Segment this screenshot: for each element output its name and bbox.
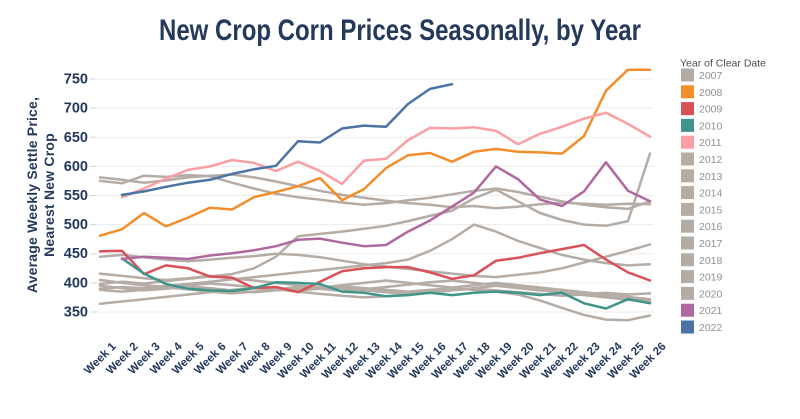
svg-text:550: 550 [64, 188, 88, 204]
svg-text:2012: 2012 [699, 154, 723, 166]
svg-text:2010: 2010 [699, 120, 723, 132]
svg-text:2020: 2020 [699, 288, 723, 300]
svg-text:650: 650 [64, 130, 88, 146]
svg-text:2014: 2014 [699, 188, 723, 200]
svg-text:2019: 2019 [699, 272, 723, 284]
svg-text:350: 350 [64, 305, 88, 321]
svg-text:2011: 2011 [699, 137, 722, 149]
svg-text:2013: 2013 [699, 171, 723, 183]
svg-text:400: 400 [64, 275, 88, 291]
svg-text:2015: 2015 [699, 204, 723, 216]
svg-text:2022: 2022 [699, 322, 723, 334]
svg-text:450: 450 [64, 246, 88, 262]
svg-text:500: 500 [64, 217, 88, 233]
svg-text:2008: 2008 [699, 87, 723, 99]
svg-text:600: 600 [64, 159, 88, 175]
svg-text:Year of Clear Date: Year of Clear Date [680, 58, 766, 70]
svg-text:750: 750 [64, 72, 88, 88]
svg-text:700: 700 [64, 101, 88, 117]
svg-text:2016: 2016 [699, 221, 723, 233]
svg-text:2021: 2021 [699, 305, 723, 317]
svg-text:2018: 2018 [699, 255, 723, 267]
svg-text:2007: 2007 [699, 70, 723, 82]
svg-text:2009: 2009 [699, 104, 723, 116]
svg-text:2017: 2017 [699, 238, 723, 250]
